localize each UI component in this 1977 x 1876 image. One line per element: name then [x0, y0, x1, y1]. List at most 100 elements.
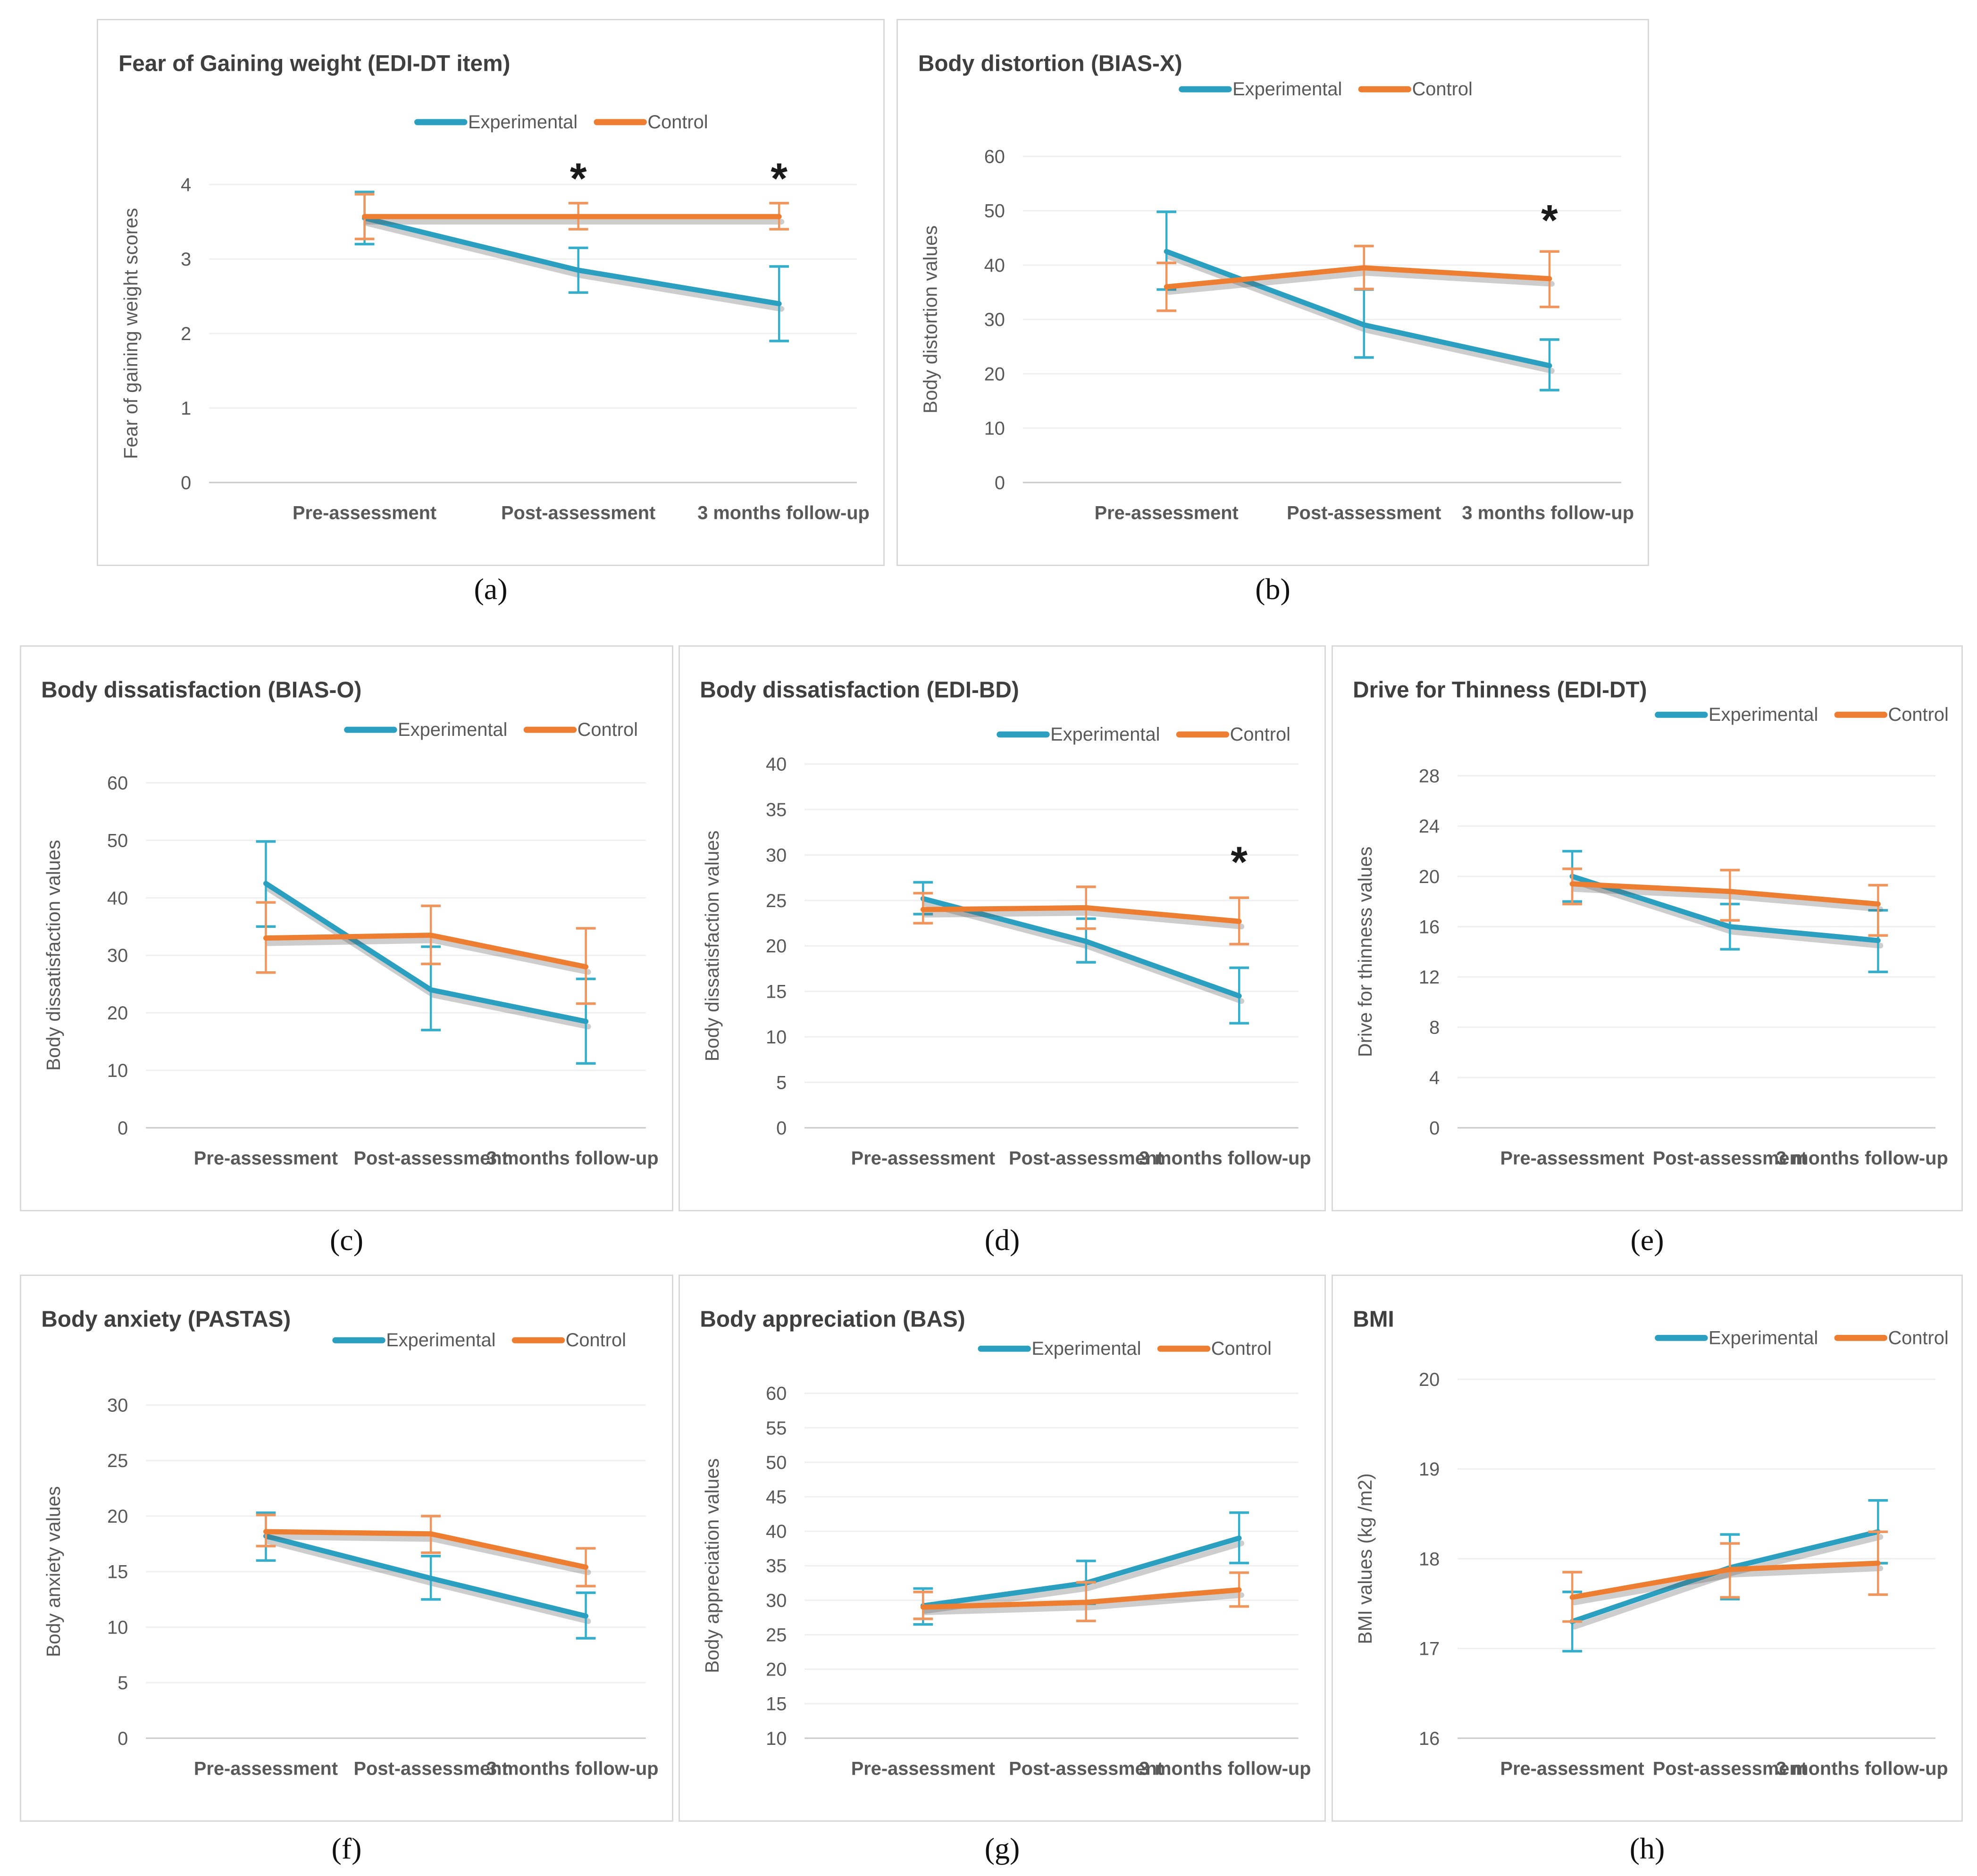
- svg-text:40: 40: [766, 1521, 787, 1542]
- svg-text:Control: Control: [1888, 704, 1949, 725]
- svg-text:*: *: [570, 155, 587, 203]
- svg-text:*: *: [771, 155, 787, 203]
- chart-e-canvas: 0 4 8 12 16 20 24 28 Pre-assessment Post-assessme…: [1353, 677, 1949, 1168]
- svg-text:0: 0: [776, 1118, 787, 1139]
- svg-text:Body distortion values: Body distortion values: [920, 225, 941, 414]
- svg-text:Post-assessment: Post-assessment: [1287, 503, 1441, 524]
- chart-panel-body-dissatisfaction-edi-bd: 0 5 10 15 20 25 30 35 40 Pre-assessment Post-asses…: [679, 645, 1326, 1211]
- svg-text:Body dissatisfaction (EDI-BD): Body dissatisfaction (EDI-BD): [700, 677, 1019, 702]
- svg-text:3 months follow-up: 3 months follow-up: [1776, 1759, 1948, 1779]
- svg-text:Pre-assessment: Pre-assessment: [851, 1148, 995, 1168]
- svg-text:5: 5: [776, 1072, 787, 1093]
- panel-label-g: (g): [984, 1832, 1020, 1865]
- svg-text:30: 30: [766, 845, 787, 866]
- svg-text:Pre-assessment: Pre-assessment: [1500, 1759, 1644, 1779]
- svg-text:3 months follow-up: 3 months follow-up: [1139, 1148, 1311, 1168]
- svg-text:Experimental: Experimental: [1709, 1327, 1818, 1348]
- svg-text:20: 20: [984, 364, 1005, 384]
- svg-text:30: 30: [107, 945, 128, 966]
- svg-text:2: 2: [181, 324, 191, 344]
- svg-text:4: 4: [1429, 1067, 1440, 1088]
- svg-text:35: 35: [766, 800, 787, 820]
- svg-text:50: 50: [766, 1452, 787, 1473]
- svg-text:Body dissatisfaction values: Body dissatisfaction values: [701, 830, 723, 1061]
- svg-text:Control: Control: [1412, 79, 1473, 100]
- chart-b-canvas: 0 10 20 30 40 50 60 Pre-assessment Post-assessme…: [918, 51, 1634, 524]
- svg-text:25: 25: [766, 1625, 787, 1645]
- svg-text:Experimental: Experimental: [1232, 79, 1342, 100]
- svg-text:40: 40: [107, 888, 128, 909]
- svg-text:45: 45: [766, 1487, 787, 1508]
- svg-text:Body anxiety values: Body anxiety values: [42, 1486, 64, 1657]
- panel-label-f: (f): [331, 1832, 362, 1865]
- svg-text:16: 16: [1419, 1728, 1440, 1749]
- svg-text:Post-assessment: Post-assessment: [1009, 1148, 1163, 1168]
- svg-text:60: 60: [107, 773, 128, 793]
- svg-text:50: 50: [107, 830, 128, 851]
- svg-text:20: 20: [107, 1506, 128, 1527]
- svg-text:Control: Control: [1230, 724, 1290, 745]
- svg-text:Control: Control: [1211, 1338, 1272, 1359]
- svg-text:30: 30: [984, 309, 1005, 330]
- svg-text:0: 0: [181, 473, 191, 493]
- panel-label-a: (a): [474, 572, 508, 606]
- svg-text:Experimental: Experimental: [386, 1330, 495, 1351]
- svg-text:20: 20: [1419, 867, 1440, 887]
- svg-text:Fear of gaining weight scores: Fear of gaining weight scores: [120, 208, 142, 459]
- svg-text:0: 0: [995, 473, 1005, 493]
- svg-text:35: 35: [766, 1556, 787, 1576]
- svg-text:40: 40: [766, 754, 787, 775]
- svg-text:Body distortion (BIAS-X): Body distortion (BIAS-X): [918, 51, 1182, 76]
- svg-text:*: *: [1541, 197, 1558, 245]
- svg-text:24: 24: [1419, 816, 1440, 837]
- svg-text:Post-assessment: Post-assessment: [353, 1759, 508, 1779]
- svg-text:20: 20: [766, 1659, 787, 1680]
- panel-label-b: (b): [1255, 572, 1290, 606]
- svg-text:Body appreciation (BAS): Body appreciation (BAS): [700, 1307, 965, 1332]
- svg-text:Drive for Thinness (EDI-DT): Drive for Thinness (EDI-DT): [1353, 677, 1647, 702]
- svg-text:Body dissatisfaction (BIAS-O): Body dissatisfaction (BIAS-O): [41, 677, 361, 702]
- svg-text:1: 1: [181, 398, 191, 419]
- chart-d-canvas: 0 5 10 15 20 25 30 35 40 Pre-assessment Post-asses…: [700, 677, 1311, 1168]
- svg-text:60: 60: [984, 146, 1005, 167]
- svg-text:3 months follow-up: 3 months follow-up: [486, 1759, 659, 1779]
- chart-panel-drive-for-thinness: 0 4 8 12 16 20 24 28 Pre-assessment Post-assessme…: [1332, 645, 1963, 1211]
- svg-text:Post-assessment: Post-assessment: [1653, 1148, 1807, 1168]
- svg-text:50: 50: [984, 201, 1005, 222]
- svg-text:0: 0: [117, 1118, 128, 1139]
- svg-text:0: 0: [1429, 1118, 1440, 1139]
- svg-text:0: 0: [117, 1728, 128, 1749]
- chart-panel-fear-of-gaining-weight: 0 1 2 3 4 Pre-assessment Post-assessment 3 mont…: [97, 19, 885, 566]
- svg-text:Control: Control: [578, 719, 638, 740]
- svg-text:3 months follow-up: 3 months follow-up: [1139, 1759, 1311, 1779]
- svg-text:Drive for thinness values: Drive for thinness values: [1354, 846, 1376, 1057]
- svg-text:60: 60: [766, 1384, 787, 1404]
- svg-text:20: 20: [766, 936, 787, 957]
- svg-text:20: 20: [107, 1003, 128, 1024]
- svg-text:Pre-assessment: Pre-assessment: [293, 503, 436, 524]
- svg-text:10: 10: [107, 1060, 128, 1081]
- svg-text:5: 5: [117, 1673, 128, 1693]
- svg-text:3 months follow-up: 3 months follow-up: [697, 503, 870, 524]
- chart-panel-body-appreciation: 10 15 20 25 30 35 40 45 50 55 60 Pre-assessment Post…: [679, 1275, 1326, 1822]
- chart-a-canvas: 0 1 2 3 4 Pre-assessment Post-assessment 3 mont…: [118, 51, 870, 524]
- svg-text:10: 10: [107, 1617, 128, 1638]
- svg-text:30: 30: [766, 1590, 787, 1611]
- svg-text:BMI: BMI: [1353, 1307, 1394, 1332]
- svg-text:20: 20: [1419, 1369, 1440, 1390]
- svg-text:18: 18: [1419, 1549, 1440, 1569]
- svg-text:Post-assessment: Post-assessment: [1653, 1759, 1807, 1779]
- svg-text:3 months follow-up: 3 months follow-up: [1462, 503, 1634, 524]
- svg-text:15: 15: [107, 1562, 128, 1583]
- svg-text:Pre-assessment: Pre-assessment: [851, 1759, 995, 1779]
- panel-label-h: (h): [1629, 1832, 1665, 1865]
- svg-text:Experimental: Experimental: [1050, 724, 1160, 745]
- svg-text:Body dissatisfaction values: Body dissatisfaction values: [42, 840, 64, 1071]
- svg-text:Pre-assessment: Pre-assessment: [194, 1148, 338, 1168]
- svg-text:10: 10: [766, 1027, 787, 1048]
- svg-text:Post-assessment: Post-assessment: [501, 503, 655, 524]
- svg-text:17: 17: [1419, 1639, 1440, 1659]
- svg-text:40: 40: [984, 255, 1005, 276]
- chart-g-canvas: 10 15 20 25 30 35 40 45 50 55 60 Pre-assessment Post…: [700, 1307, 1311, 1779]
- svg-text:Post-assessment: Post-assessment: [1009, 1759, 1163, 1779]
